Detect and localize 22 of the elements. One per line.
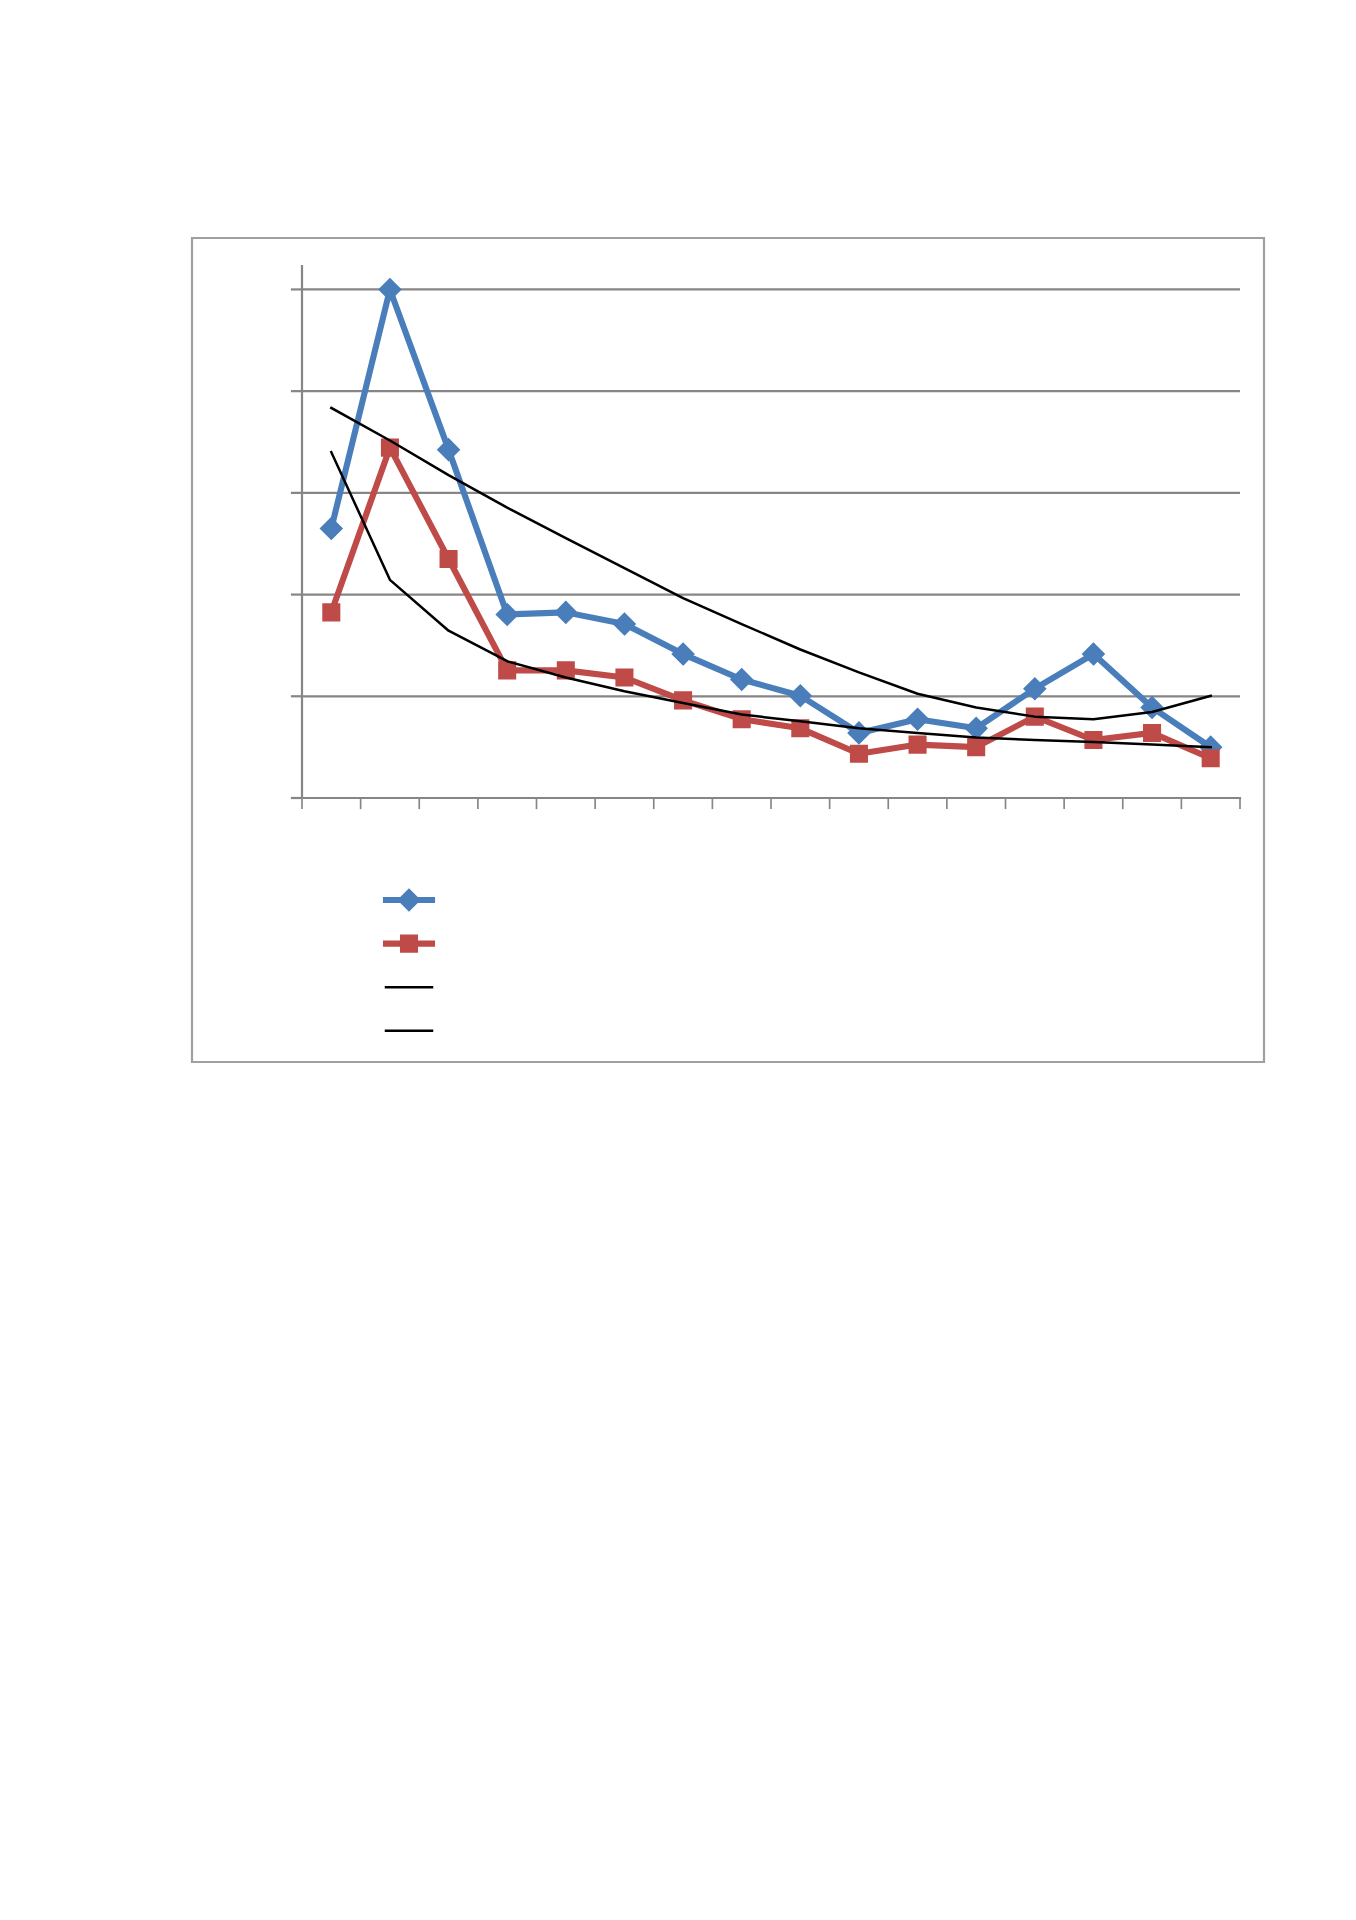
point xyxy=(730,668,753,691)
point xyxy=(906,707,929,731)
point xyxy=(498,661,517,680)
point xyxy=(322,603,341,622)
point xyxy=(554,601,578,624)
point xyxy=(964,717,988,740)
point xyxy=(613,612,636,636)
point xyxy=(495,603,519,626)
point xyxy=(1023,677,1047,700)
point xyxy=(378,278,402,301)
point xyxy=(789,684,812,707)
point xyxy=(1143,723,1162,742)
point xyxy=(320,517,343,540)
point xyxy=(615,668,634,687)
point xyxy=(439,549,458,569)
point xyxy=(671,642,695,666)
point xyxy=(967,738,986,757)
point xyxy=(1082,642,1105,666)
point xyxy=(849,744,868,763)
point xyxy=(437,438,460,461)
point xyxy=(1201,749,1220,768)
point xyxy=(908,735,927,754)
